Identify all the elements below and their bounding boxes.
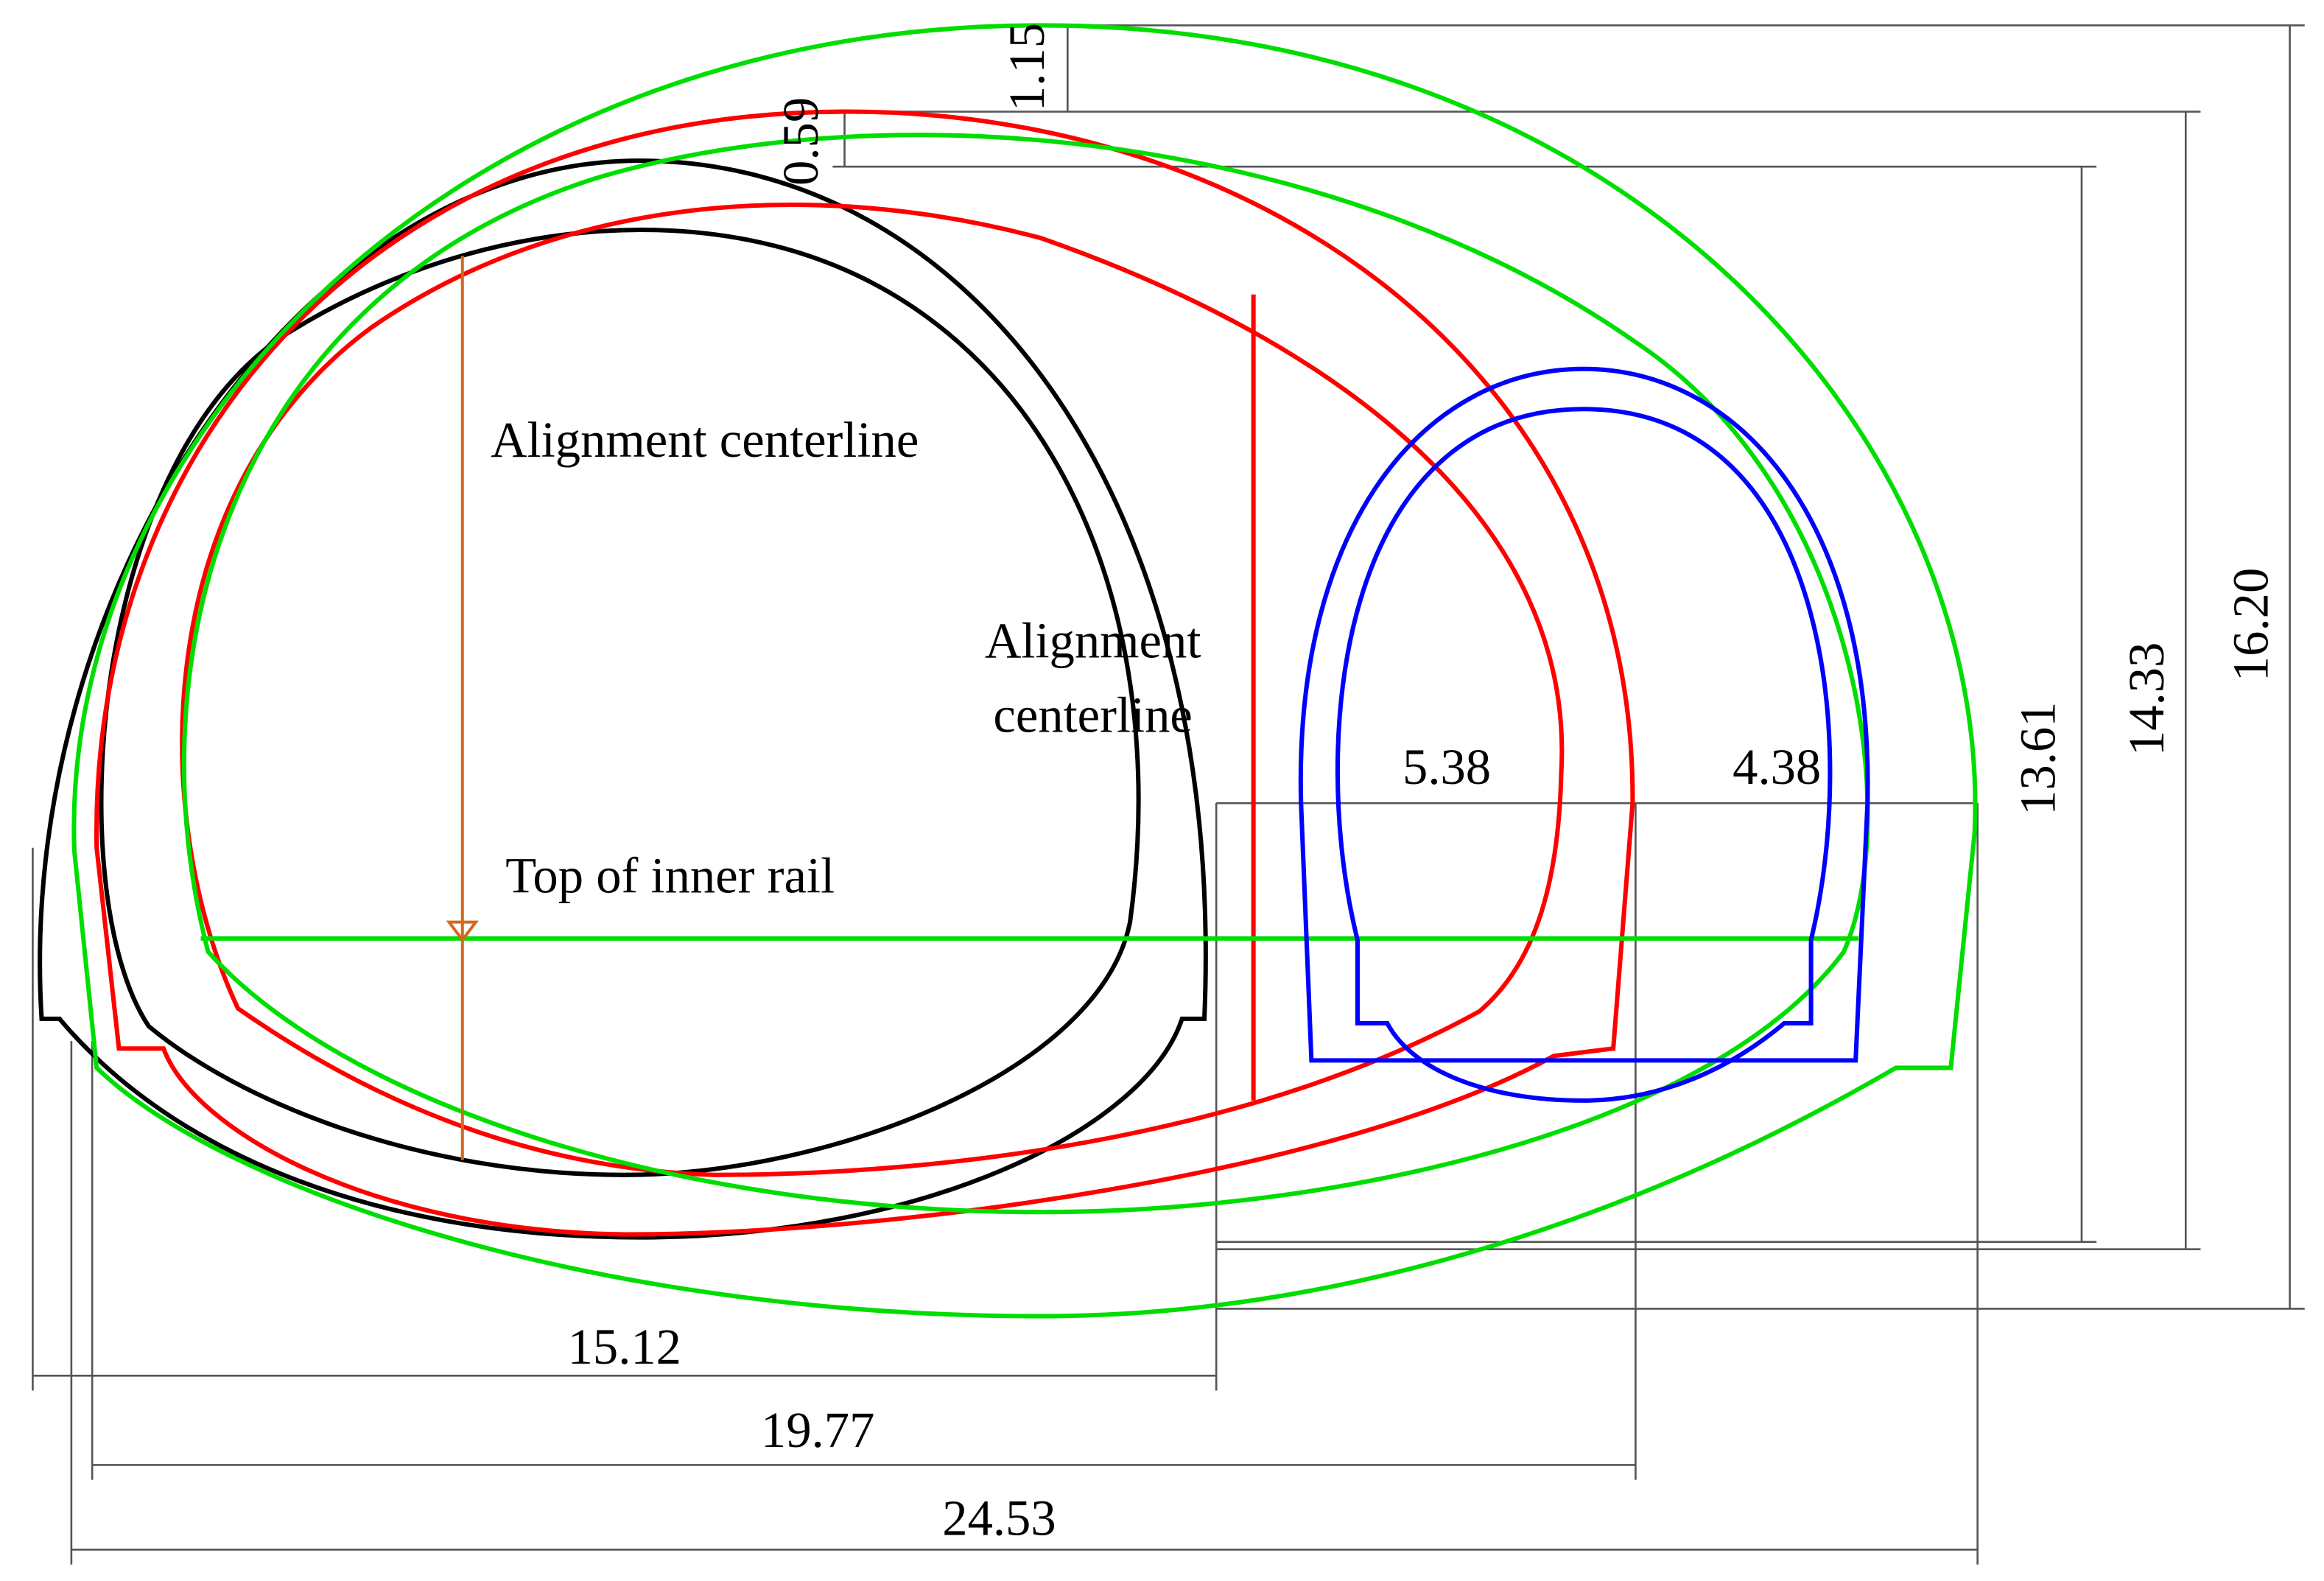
dimension-label: 13.61 (2010, 701, 2066, 815)
dimension-label: 15.12 (568, 1319, 681, 1375)
dimension-label: 16.20 (2222, 568, 2278, 681)
annotation: Top of inner rail (505, 847, 835, 903)
dimension-label: 19.77 (761, 1402, 874, 1458)
blue-tunnel (1298, 366, 1870, 1103)
annotation: Alignment (985, 612, 1201, 668)
green-tunnel (71, 23, 1978, 1319)
dimension-label: 0.59 (773, 97, 829, 186)
red-tunnel (94, 109, 1635, 1237)
annotation: Alignment centerline (491, 412, 919, 468)
dimension-label: 14.33 (2118, 642, 2174, 756)
dimension-label: 5.38 (1403, 739, 1491, 795)
dimension-label: 4.38 (1733, 739, 1821, 795)
rail-marker (446, 256, 479, 1160)
annotation: centerline (993, 687, 1193, 743)
dimension-label: 24.53 (942, 1490, 1056, 1546)
dimension-label: 1.15 (999, 23, 1055, 111)
